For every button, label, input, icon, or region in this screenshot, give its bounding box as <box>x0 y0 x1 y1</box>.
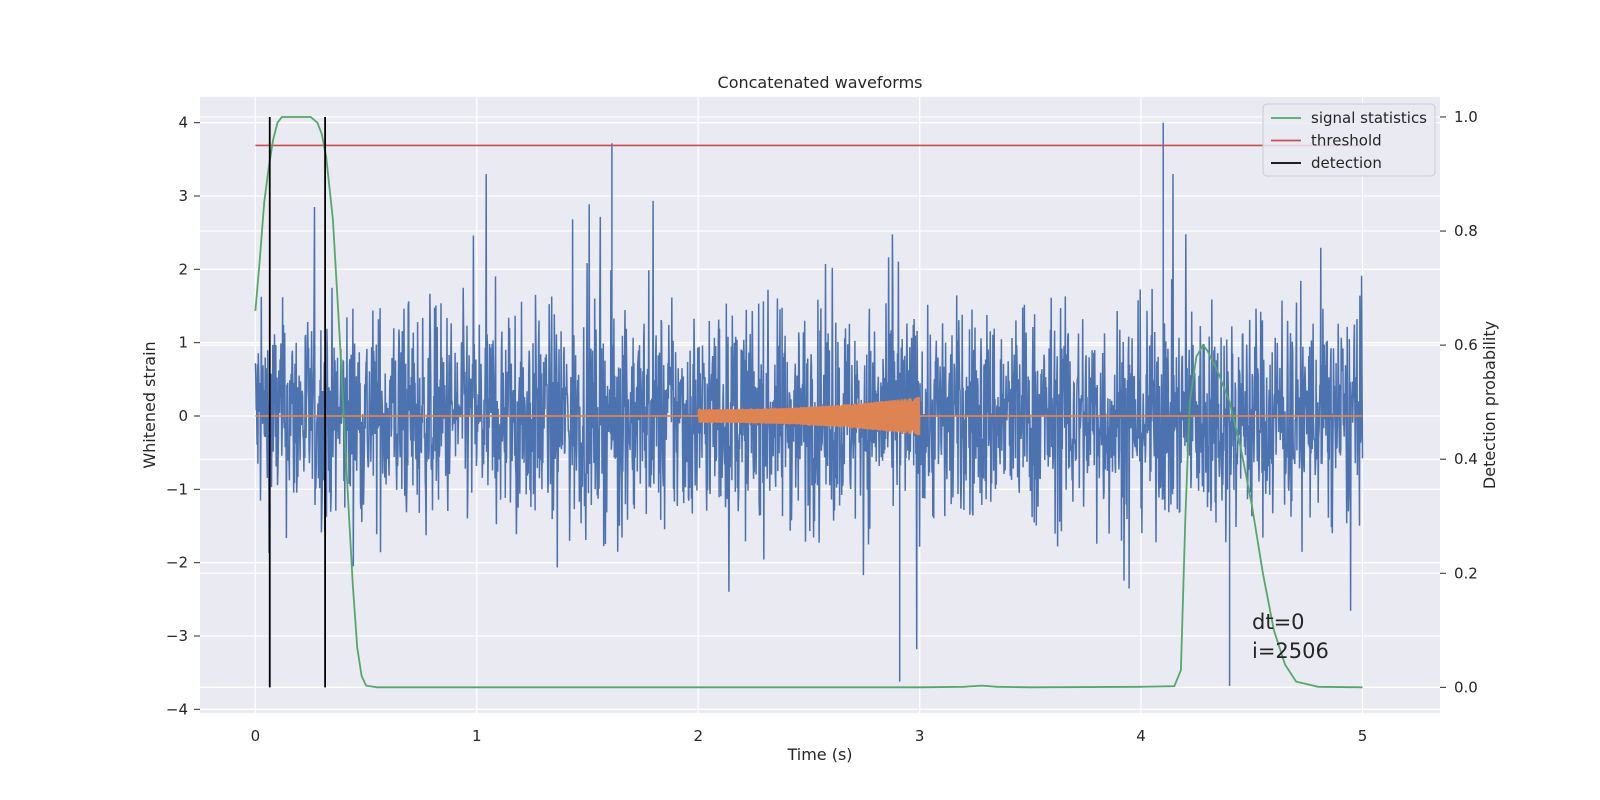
x-tick-label: 4 <box>1136 727 1146 745</box>
series-layer <box>254 116 1364 689</box>
y-right-tick-label: 0.8 <box>1454 222 1478 240</box>
strain-series <box>254 122 1364 686</box>
x-tick-label: 1 <box>472 727 482 745</box>
y-right-tick-label: 0.2 <box>1454 564 1478 582</box>
y-right-tick-label: 0.0 <box>1454 678 1478 696</box>
annotations: dt=0 i=2506 <box>1252 610 1329 663</box>
y-tick-label: 1 <box>178 334 188 352</box>
annotation-index: i=2506 <box>1252 639 1329 663</box>
y-tick-label: −2 <box>166 554 188 572</box>
legend: signal statistics threshold detection <box>1262 103 1436 177</box>
legend-label: threshold <box>1311 132 1382 150</box>
axes: 0 1 2 3 4 5 −4 −3 −2 −1 0 1 2 3 4 0.0 0.2 0.4 0.6 0.8 1.0 <box>166 108 1478 745</box>
x-tick-label: 0 <box>251 727 261 745</box>
y-axis-title-right: Detection probability <box>1480 321 1499 489</box>
y-axis-title-left: Whitened strain <box>140 341 159 468</box>
y-tick-label: 3 <box>178 187 188 205</box>
chart-title: Concatenated waveforms <box>718 73 923 92</box>
x-axis-title: Time (s) <box>786 745 852 764</box>
legend-label: signal statistics <box>1311 109 1427 127</box>
x-tick-label: 5 <box>1358 727 1368 745</box>
y-tick-label: −4 <box>166 700 188 718</box>
y-right-tick-label: 0.6 <box>1454 336 1478 354</box>
y-tick-label: 4 <box>178 114 188 132</box>
y-tick-label: −3 <box>166 627 188 645</box>
y-tick-label: 0 <box>178 407 188 425</box>
x-tick-label: 3 <box>915 727 925 745</box>
y-right-tick-label: 0.4 <box>1454 450 1478 468</box>
injection-chirp <box>697 396 921 436</box>
legend-label: detection <box>1311 154 1382 172</box>
legend-box <box>1262 103 1436 177</box>
annotation-dt: dt=0 <box>1252 610 1305 634</box>
x-tick-label: 2 <box>693 727 703 745</box>
y-right-tick-label: 1.0 <box>1454 108 1478 126</box>
y-tick-label: −1 <box>166 480 188 498</box>
y-tick-label: 2 <box>178 260 188 278</box>
signal-statistics-line <box>254 116 1363 689</box>
